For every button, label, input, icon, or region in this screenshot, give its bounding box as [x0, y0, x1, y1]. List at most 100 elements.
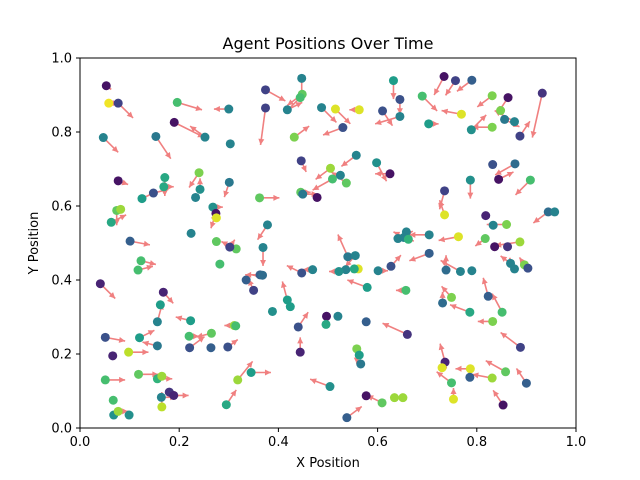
- agent-point: [325, 163, 335, 173]
- agent-point: [267, 306, 277, 316]
- agent-point: [322, 311, 332, 321]
- agent-point: [327, 174, 337, 184]
- plot-frame: [79, 57, 577, 429]
- agent-point: [156, 392, 166, 402]
- arrow-head: [440, 260, 448, 266]
- arrow-head: [343, 117, 351, 124]
- agent-point: [116, 204, 126, 214]
- agent-point: [98, 133, 108, 143]
- agent-point: [258, 270, 268, 280]
- agent-point: [521, 378, 531, 388]
- arrow-head: [193, 333, 200, 340]
- agent-point: [206, 328, 216, 338]
- agent-point: [211, 213, 221, 223]
- agent-point: [467, 75, 477, 85]
- agent-point: [186, 228, 196, 238]
- agent-point: [362, 282, 372, 292]
- agent-point: [402, 329, 412, 339]
- agent-point: [221, 400, 231, 410]
- velocity-arrow: [258, 107, 267, 146]
- agent-point: [465, 372, 475, 382]
- agent-point: [157, 402, 167, 412]
- agent-point: [101, 81, 111, 91]
- arrow-head: [167, 296, 174, 304]
- arrow-head: [258, 138, 265, 145]
- agent-point: [231, 321, 241, 331]
- agent-point: [537, 88, 547, 98]
- chart-title: Agent Positions Over Time: [223, 34, 434, 53]
- x-tick-label: 0.2: [169, 435, 190, 450]
- agent-point: [296, 156, 306, 166]
- agent-point: [155, 300, 165, 310]
- agent-point: [487, 91, 497, 101]
- arrow-head: [119, 214, 127, 221]
- agent-point: [341, 265, 351, 275]
- agent-point: [515, 131, 525, 141]
- arrow-head: [164, 151, 171, 159]
- agent-point: [481, 211, 491, 221]
- agent-point: [503, 242, 513, 252]
- arrow-head: [146, 264, 153, 271]
- agent-point: [439, 72, 449, 81]
- agent-point: [388, 76, 398, 86]
- agent-point: [223, 342, 233, 352]
- agent-point: [225, 242, 235, 252]
- agent-point: [398, 393, 408, 403]
- agent-point: [233, 375, 243, 385]
- arrow-head: [409, 255, 417, 262]
- agent-point: [354, 105, 364, 115]
- arrow-head: [347, 279, 355, 285]
- agent-point: [255, 193, 265, 203]
- agent-point: [515, 237, 525, 247]
- agent-point: [113, 176, 123, 186]
- agent-point: [334, 266, 344, 276]
- arrow-head: [147, 330, 155, 336]
- agent-point: [377, 398, 387, 408]
- agent-point: [298, 189, 308, 199]
- agent-point: [502, 220, 512, 229]
- agent-point: [224, 177, 234, 187]
- agent-point: [100, 332, 110, 342]
- y-tick-label: 0.4: [51, 274, 72, 289]
- agent-point: [500, 114, 510, 124]
- agent-point: [225, 139, 235, 149]
- agent-point: [261, 85, 271, 95]
- agent-point: [350, 251, 360, 261]
- agent-point: [395, 111, 405, 121]
- agent-point: [440, 210, 450, 220]
- agent-point: [494, 174, 504, 184]
- arrow-head: [524, 121, 530, 128]
- x-tick-label: 0.8: [466, 435, 487, 450]
- y-tick-label: 0.8: [51, 126, 72, 141]
- agent-point: [497, 307, 507, 317]
- agent-point: [488, 160, 498, 170]
- arrow-head: [436, 371, 444, 378]
- arrow-head: [264, 369, 271, 376]
- agent-point: [456, 109, 466, 119]
- agent-point: [349, 264, 359, 274]
- agent-point: [488, 220, 498, 230]
- arrow-head: [213, 106, 220, 113]
- arrow-head: [477, 100, 484, 107]
- arrow-head: [475, 239, 482, 246]
- agent-point: [282, 105, 292, 115]
- agent-point: [295, 93, 305, 103]
- arrow-head: [216, 204, 223, 211]
- arrow-head: [143, 240, 150, 247]
- arrow-head: [445, 88, 452, 96]
- arrow-head: [295, 102, 303, 108]
- arrow-head: [438, 236, 446, 243]
- arrow-head: [166, 375, 173, 382]
- arrow-head: [485, 360, 493, 367]
- agent-point: [100, 375, 110, 385]
- arrow-head: [142, 340, 150, 347]
- agent-point: [372, 158, 382, 168]
- agent-point: [373, 266, 383, 276]
- agent-point: [385, 169, 395, 179]
- arrow-head: [108, 292, 116, 299]
- arrow-head: [434, 88, 440, 95]
- agent-point: [389, 393, 399, 403]
- agent-point: [186, 316, 196, 326]
